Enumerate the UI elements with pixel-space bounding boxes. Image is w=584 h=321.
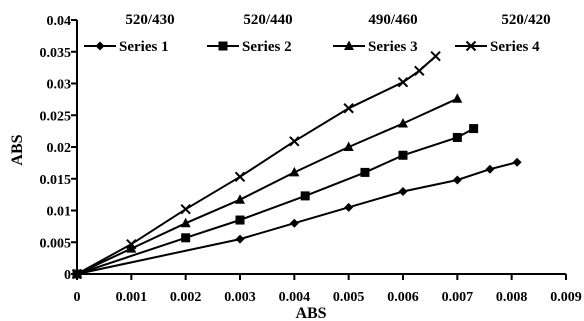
x-tick-label: 0.003 xyxy=(224,290,256,305)
x-tick-label: 0.005 xyxy=(333,290,365,305)
x-tick-label: 0.007 xyxy=(442,290,474,305)
data-point xyxy=(289,136,300,147)
data-point xyxy=(180,217,191,228)
series-layer xyxy=(71,50,522,280)
data-point xyxy=(397,77,409,88)
y-tick-label: 0.04 xyxy=(47,14,72,29)
y-axis-title: ABS xyxy=(9,134,26,165)
legend-marker xyxy=(344,40,354,50)
legend-item: Series 4 xyxy=(455,39,540,55)
series-line xyxy=(76,161,518,275)
series-header: 520/430 xyxy=(125,12,174,28)
x-axis-title: ABS xyxy=(295,305,326,321)
legend-label: Series 2 xyxy=(242,39,292,55)
data-point xyxy=(343,103,354,114)
data-point xyxy=(398,118,408,128)
data-point xyxy=(398,186,408,196)
data-point xyxy=(235,234,245,244)
legend-label: Series 1 xyxy=(119,39,169,55)
x-axis-ticks: 0 0.001 0.002 0.003 0.004 0.005 0.006 0.007 0.00… xyxy=(74,274,582,305)
legend-item: Series 3 xyxy=(333,39,418,55)
data-point xyxy=(235,194,245,204)
series-line xyxy=(76,97,458,275)
data-point xyxy=(452,175,462,185)
data-point xyxy=(181,233,191,243)
x-tick-label: 0.006 xyxy=(387,290,419,305)
data-point xyxy=(343,141,354,151)
series-1 xyxy=(72,157,522,279)
x-tick-label: 0.002 xyxy=(170,290,202,305)
data-point xyxy=(289,218,299,228)
data-point xyxy=(469,124,479,134)
legend: Series 1 Series 2 Series 3 Series 4 xyxy=(84,39,540,55)
data-point xyxy=(180,204,191,215)
x-tick-label: 0.009 xyxy=(550,290,582,305)
data-point xyxy=(398,150,408,160)
data-point xyxy=(430,50,441,62)
legend-label: Series 4 xyxy=(490,39,540,55)
legend-item: Series 2 xyxy=(207,39,292,55)
x-tick-label: 0.004 xyxy=(279,290,311,305)
series-line xyxy=(76,127,475,275)
series-header: 520/420 xyxy=(501,12,550,28)
data-point xyxy=(289,166,300,177)
series-3 xyxy=(72,93,463,278)
data-point xyxy=(234,171,246,183)
x-tick-label: 0.008 xyxy=(496,290,528,305)
legend-item: Series 1 xyxy=(84,39,169,55)
legend-marker xyxy=(465,40,477,52)
y-tick-label: 0 xyxy=(64,268,71,283)
series-4 xyxy=(71,50,441,280)
data-point xyxy=(126,243,137,253)
x-tick-label: 0.001 xyxy=(116,290,148,305)
series-header: 520/440 xyxy=(243,12,292,28)
data-point xyxy=(344,202,354,212)
series-header: 490/460 xyxy=(368,12,417,28)
legend-marker xyxy=(95,41,105,51)
y-tick-label: 0.035 xyxy=(40,46,72,61)
data-point xyxy=(300,191,310,201)
data-point xyxy=(452,93,463,103)
y-tick-label: 0.01 xyxy=(47,205,72,220)
data-point xyxy=(414,65,425,77)
y-tick-label: 0.025 xyxy=(40,109,72,124)
y-tick-label: 0.02 xyxy=(47,141,72,156)
data-point xyxy=(485,164,495,174)
legend-label: Series 3 xyxy=(368,39,418,55)
series-2 xyxy=(72,124,479,279)
plot-area: 0 0.001 0.002 0.003 0.004 0.005 0.006 0.007 0.00… xyxy=(40,14,582,305)
data-point xyxy=(512,157,522,167)
series-headers: 520/430 520/440 490/460 520/420 xyxy=(125,12,550,28)
legend-marker xyxy=(218,41,228,51)
y-axis-ticks: 0 0.005 0.01 0.015 0.02 0.025 0.03 0.035 0.04 xyxy=(40,14,77,283)
data-point xyxy=(126,238,137,250)
data-point xyxy=(360,167,370,177)
data-point xyxy=(452,132,462,142)
y-tick-label: 0.03 xyxy=(47,78,72,93)
x-tick-label: 0 xyxy=(74,290,81,305)
y-tick-label: 0.005 xyxy=(40,236,72,251)
data-point xyxy=(235,215,245,225)
y-tick-label: 0.015 xyxy=(40,173,72,188)
